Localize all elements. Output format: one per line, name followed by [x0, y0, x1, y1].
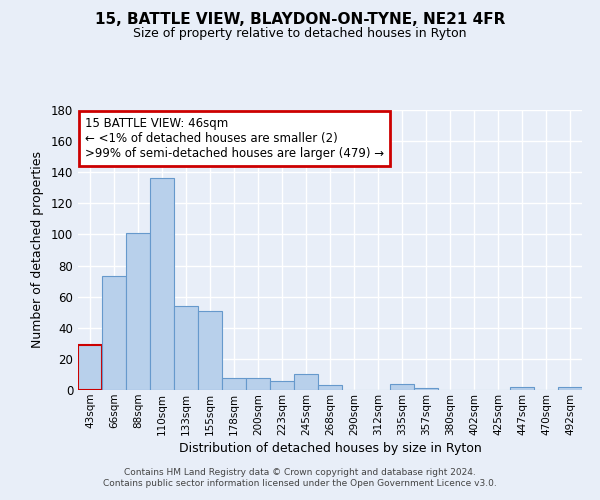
Bar: [198, 310, 222, 390]
Bar: [246, 378, 270, 390]
Bar: [270, 380, 294, 390]
Bar: [174, 306, 198, 390]
Text: Contains HM Land Registry data © Crown copyright and database right 2024.
Contai: Contains HM Land Registry data © Crown c…: [103, 468, 497, 487]
Y-axis label: Number of detached properties: Number of detached properties: [31, 152, 44, 348]
Text: Size of property relative to detached houses in Ryton: Size of property relative to detached ho…: [133, 28, 467, 40]
Bar: [558, 387, 582, 390]
Bar: [150, 178, 174, 390]
Bar: [78, 345, 102, 390]
Bar: [126, 233, 150, 390]
Bar: [414, 388, 438, 390]
Bar: [222, 378, 246, 390]
Bar: [294, 374, 318, 390]
Bar: [102, 276, 126, 390]
Bar: [318, 386, 342, 390]
Text: 15, BATTLE VIEW, BLAYDON-ON-TYNE, NE21 4FR: 15, BATTLE VIEW, BLAYDON-ON-TYNE, NE21 4…: [95, 12, 505, 28]
Bar: [510, 387, 534, 390]
X-axis label: Distribution of detached houses by size in Ryton: Distribution of detached houses by size …: [179, 442, 481, 455]
Bar: [390, 384, 414, 390]
Text: 15 BATTLE VIEW: 46sqm
← <1% of detached houses are smaller (2)
>99% of semi-deta: 15 BATTLE VIEW: 46sqm ← <1% of detached …: [85, 117, 384, 160]
